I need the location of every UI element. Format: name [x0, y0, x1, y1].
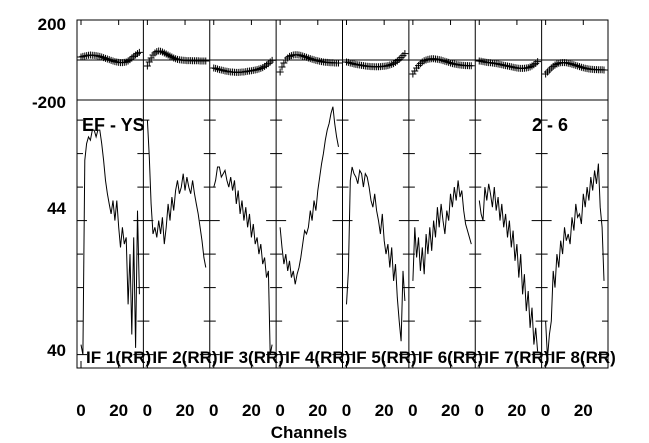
series-layer — [77, 47, 608, 359]
panel-frames — [76, 19, 609, 369]
x-tick-labels: 0 20 0 20 0 20 0 20 0 20 0 20 0 20 0 20 — [76, 401, 592, 420]
if-label: IF 1(RR) — [86, 348, 151, 367]
amp-line — [279, 106, 339, 285]
x-tick-label: 20 — [441, 401, 460, 420]
phase-point — [297, 51, 305, 59]
scan-label: 2 - 6 — [532, 115, 568, 135]
baseline-label: EF - YS — [82, 115, 145, 135]
phase-point — [219, 66, 227, 74]
phase-point — [577, 63, 585, 71]
phase-point — [280, 59, 288, 67]
amp-line — [80, 129, 140, 355]
phase-point — [278, 63, 286, 71]
x-tick-label: 0 — [209, 401, 218, 420]
phase-point — [348, 59, 356, 67]
x-tick-label: 20 — [507, 401, 526, 420]
phase-point — [409, 70, 417, 78]
phase-point — [124, 57, 132, 65]
phase-point — [212, 64, 220, 72]
phase-point — [276, 68, 284, 76]
phase-point — [411, 67, 419, 75]
phase-point — [576, 63, 584, 71]
amp-ytick-40: 40 — [47, 341, 66, 360]
phase-point — [439, 57, 447, 65]
phase-point — [335, 59, 342, 67]
amp-line — [146, 120, 207, 268]
amp-line — [545, 163, 605, 359]
phase-point — [310, 56, 318, 64]
phase-point — [570, 61, 578, 69]
x-tick-label: 0 — [541, 401, 550, 420]
x-tick-label: 20 — [109, 401, 128, 420]
if-label: IF 8(RR) — [551, 348, 616, 367]
amp-line — [213, 166, 273, 355]
x-tick-label: 20 — [375, 401, 394, 420]
x-tick-label: 0 — [76, 401, 85, 420]
phase-point — [214, 65, 222, 73]
phase-ytick-bottom: -200 — [32, 93, 66, 112]
phase-point — [202, 57, 210, 65]
x-tick-label: 0 — [408, 401, 417, 420]
x-tick-label: 20 — [176, 401, 195, 420]
phase-ytick-top: 200 — [38, 15, 66, 34]
amp-line — [478, 183, 539, 352]
if-labels: IF 1(RR) IF 2(RR) IF 3(RR) IF 4(RR) IF 5(RR)… — [86, 348, 616, 367]
if-label: IF 4(RR) — [285, 348, 350, 367]
x-axis-label: Channels — [271, 423, 348, 442]
phase-point — [600, 66, 608, 74]
x-tick-label: 0 — [275, 401, 284, 420]
phase-point — [447, 59, 455, 67]
phase-point — [574, 62, 582, 70]
axis-ticks — [77, 20, 608, 368]
x-tick-label: 20 — [574, 401, 593, 420]
phase-point — [401, 50, 409, 58]
phase-point — [135, 48, 143, 56]
phase-point — [145, 58, 153, 66]
if-label: IF 6(RR) — [418, 348, 483, 367]
phase-point — [568, 60, 576, 68]
phase-point — [437, 56, 445, 64]
phase-point — [467, 62, 475, 70]
phase-point — [286, 52, 294, 60]
phase-point — [572, 61, 580, 69]
if-label: IF 2(RR) — [152, 348, 217, 367]
x-tick-label: 0 — [143, 401, 152, 420]
x-tick-label: 20 — [308, 401, 327, 420]
phase-point — [268, 56, 276, 64]
phase-point — [77, 53, 85, 61]
x-tick-label: 20 — [242, 401, 261, 420]
phase-point — [534, 58, 542, 66]
x-tick-label: 0 — [342, 401, 351, 420]
amp-ytick-44: 44 — [47, 199, 66, 218]
phase-point — [143, 62, 151, 70]
if-label: IF 3(RR) — [219, 348, 284, 367]
amp-line — [412, 180, 472, 281]
text-layer: 200 -200 44 40 EF - YS 2 - 6 Channels — [32, 15, 568, 442]
phase-point — [566, 60, 574, 68]
phase-point — [395, 55, 403, 63]
phase-point — [443, 58, 451, 66]
if-label: IF 7(RR) — [484, 348, 549, 367]
x-tick-label: 0 — [475, 401, 484, 420]
phase-point — [441, 57, 449, 65]
if-label: IF 5(RR) — [352, 348, 417, 367]
amp-line — [346, 166, 406, 342]
